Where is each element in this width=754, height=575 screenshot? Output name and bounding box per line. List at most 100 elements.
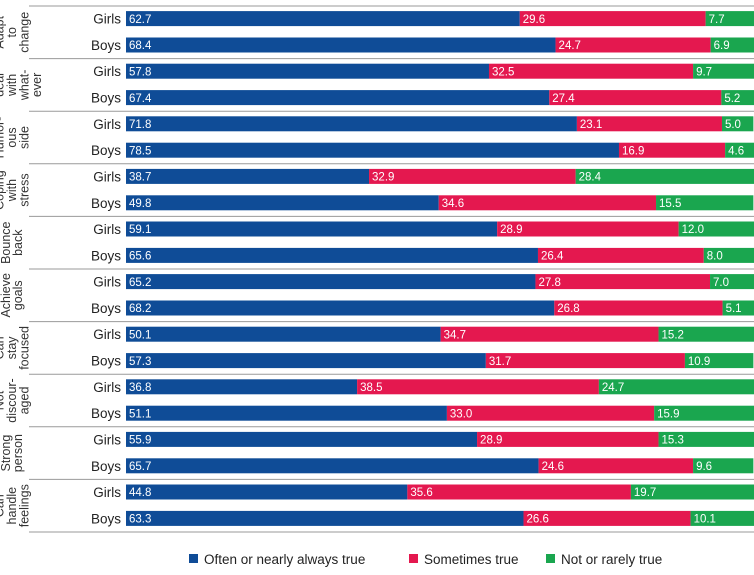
data-label-often: 67.4	[129, 93, 152, 105]
bar-segment-rarely	[722, 300, 754, 316]
group-label: Notdiscour-aged	[0, 378, 31, 422]
legend-label-sometimes: Sometimes true	[424, 552, 519, 567]
group-candealwithwhatever: Candealwithwhat-ever Girls 57.8 32.5 9.7 Boys…	[0, 63, 754, 112]
bar-segment-rarely	[658, 326, 754, 342]
bar-segment-sometimes	[555, 37, 711, 53]
legend-label-often: Often or nearly always true	[204, 552, 365, 567]
data-label-rarely: 5.2	[724, 93, 740, 105]
group-label-line: to	[5, 27, 19, 37]
data-label-sometimes: 34.6	[442, 198, 464, 210]
data-label-often: 50.1	[129, 329, 151, 341]
data-label-sometimes: 26.4	[541, 251, 564, 263]
bar-segment-sometimes	[488, 63, 694, 79]
bar-segment-rarely	[575, 168, 754, 184]
bar-segment-often	[126, 142, 619, 158]
group-achievegoals: Achievegoals Girls 65.2 27.8 7.0 Boys 68.2 26.8…	[0, 273, 754, 323]
data-label-often: 63.3	[129, 514, 151, 526]
row-label-girls: Girls	[93, 169, 121, 184]
row-label-boys: Boys	[91, 143, 121, 158]
group-label-line: what-	[17, 70, 31, 102]
group-label-line: Can	[0, 494, 7, 517]
data-label-rarely: 8.0	[707, 251, 723, 263]
row-label-girls: Girls	[93, 327, 121, 342]
data-label-sometimes: 33.0	[450, 408, 472, 420]
data-label-often: 62.7	[129, 14, 151, 26]
bar-segment-rarely	[693, 63, 754, 79]
legend-swatch-often	[189, 554, 198, 563]
bar-segment-often	[126, 37, 556, 53]
group-label-line: Coping	[0, 170, 7, 210]
bar-segment-often	[126, 484, 408, 500]
data-label-sometimes: 28.9	[500, 224, 522, 236]
group-label: Humor-ousside	[0, 117, 31, 159]
group-label-line: discour-	[5, 378, 19, 422]
row-label-girls: Girls	[93, 485, 121, 500]
bar-segment-often	[126, 405, 447, 421]
group-label-line: aged	[17, 387, 31, 415]
bar-segment-often	[126, 90, 550, 106]
data-label-rarely: 15.3	[662, 435, 684, 447]
data-label-often: 44.8	[129, 487, 151, 499]
group-copingwithstress: Copingwithstress Girls 38.7 32.9 28.4 Boys 49.…	[0, 168, 754, 217]
row-label-boys: Boys	[91, 354, 121, 369]
data-label-rarely: 4.6	[728, 145, 744, 157]
bar-segment-sometimes	[618, 142, 726, 158]
group-label-line: goals	[11, 280, 25, 310]
group-humorousside: Humor-ousside Girls 71.8 23.1 5.0 Boys 78.5 16.…	[0, 116, 754, 165]
data-label-often: 68.2	[129, 303, 151, 315]
legend-label-rarely: Not or rarely true	[561, 552, 662, 567]
bar-segment-often	[126, 326, 441, 342]
group-label-line: back	[11, 229, 25, 256]
row-label-girls: Girls	[93, 64, 121, 79]
group-label-line: Strong	[0, 435, 13, 472]
data-label-often: 65.7	[129, 461, 151, 473]
data-label-rarely: 19.7	[634, 487, 656, 499]
row-label-girls: Girls	[93, 222, 121, 237]
group-label-line: with	[5, 179, 19, 202]
data-label-rarely: 7.7	[709, 14, 725, 26]
data-label-sometimes: 26.6	[527, 514, 549, 526]
bar-segment-rarely	[710, 37, 754, 53]
group-label-line: deal	[0, 73, 7, 97]
group-label-line: Not	[0, 390, 7, 410]
group-canhandlefeelings: Canhandlefeelings Girls 44.8 35.6 19.7 Boys 63…	[0, 484, 754, 533]
bar-segment-rarely	[721, 116, 754, 132]
group-bounceback: Bounceback Girls 59.1 28.9 12.0 Boys 65.6 26.4 8…	[0, 221, 754, 270]
group-label-line: change	[17, 12, 31, 53]
row-label-girls: Girls	[93, 12, 121, 27]
data-label-rarely: 10.9	[688, 356, 710, 368]
bar-segment-rarely	[598, 379, 754, 395]
bar-segment-sometimes	[438, 195, 657, 211]
group-canstayfocused: Canstayfocused Girls 50.1 34.7 15.2 Boys 57.3 3…	[0, 326, 754, 375]
group-label-line: person	[11, 434, 25, 472]
bar-segment-sometimes	[538, 458, 694, 474]
bar-segment-sometimes	[440, 326, 659, 342]
data-label-rarely: 15.9	[657, 408, 679, 420]
data-label-sometimes: 28.9	[480, 435, 502, 447]
data-label-rarely: 15.2	[662, 329, 684, 341]
group-label-line: side	[17, 126, 31, 149]
bar-segment-often	[126, 300, 555, 316]
group-label-line: Humor-	[0, 117, 7, 159]
bar-segment-sometimes	[519, 11, 706, 27]
data-label-often: 65.6	[129, 251, 151, 263]
data-label-often: 71.8	[129, 119, 151, 131]
bar-segment-sometimes	[576, 116, 722, 132]
group-label-line: feelings	[17, 484, 31, 527]
data-label-rarely: 12.0	[682, 224, 704, 236]
data-label-sometimes: 24.7	[559, 40, 581, 52]
data-label-sometimes: 34.7	[444, 329, 466, 341]
row-label-boys: Boys	[91, 459, 121, 474]
group-label-line: with	[5, 74, 19, 97]
data-label-often: 49.8	[129, 198, 151, 210]
bar-segment-often	[126, 379, 358, 395]
data-label-sometimes: 27.4	[552, 93, 575, 105]
row-label-boys: Boys	[91, 91, 121, 106]
group-notdiscouraged: Notdiscour-aged Girls 36.8 38.5 24.7 Boys 51.1…	[0, 378, 754, 428]
bar-segment-sometimes	[369, 168, 576, 184]
bar-segment-often	[126, 116, 577, 132]
group-label: Canhandlefeelings	[0, 484, 31, 527]
group-label-line: Achieve	[0, 273, 13, 318]
row-label-boys: Boys	[91, 248, 121, 263]
bar-segment-rarely	[693, 458, 754, 474]
